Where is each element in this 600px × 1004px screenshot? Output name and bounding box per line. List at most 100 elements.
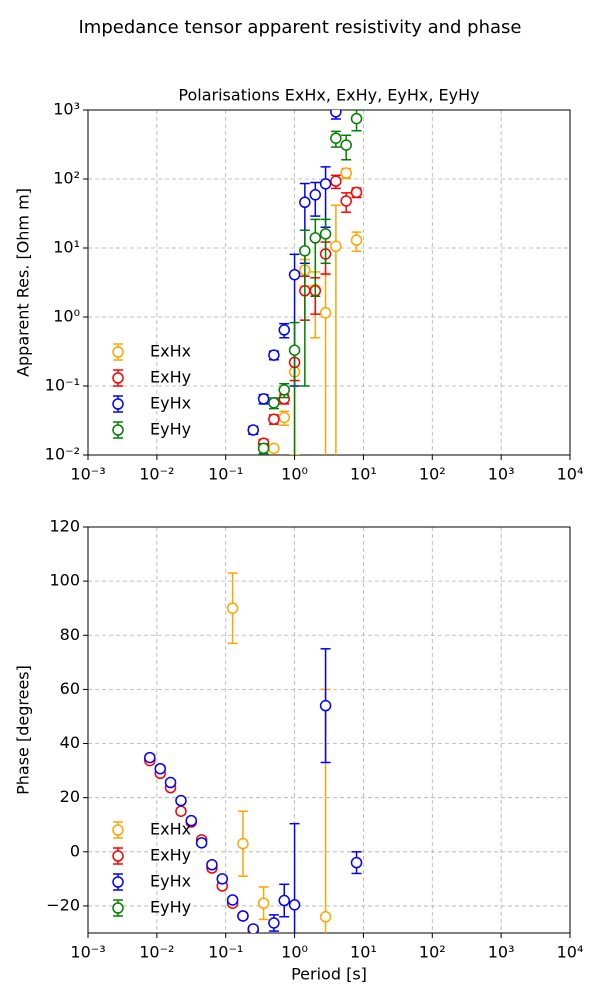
marker <box>350 112 363 125</box>
marker <box>185 814 198 827</box>
y-tick-label: 80 <box>60 625 80 644</box>
legend-entry: ExHy <box>112 368 191 387</box>
error-bar <box>310 218 321 297</box>
x-axis-label: Period [s] <box>291 965 367 984</box>
x-tick-label: 10⁻² <box>139 943 174 962</box>
legend-label: EyHx <box>150 872 191 891</box>
x-tick-label: 10⁰ <box>281 943 308 962</box>
y-axis-label: Phase [degrees] <box>14 665 33 795</box>
legend-entry: EyHx <box>112 394 191 413</box>
marker <box>278 324 290 336</box>
plot-area <box>144 572 363 933</box>
marker <box>319 307 332 319</box>
y-tick-label: 20 <box>60 787 80 806</box>
legend-marker <box>112 876 124 888</box>
plot-area <box>247 110 363 455</box>
marker <box>319 178 332 190</box>
error-bar <box>320 218 331 265</box>
y-tick-label: −20 <box>46 895 80 914</box>
marker <box>144 751 156 764</box>
marker <box>268 413 280 425</box>
legend-label: ExHy <box>150 368 191 387</box>
marker <box>278 894 290 907</box>
marker <box>309 189 322 201</box>
figure-title: Impedance tensor apparent resistivity an… <box>78 17 521 38</box>
x-tick-label: 10³ <box>488 943 515 962</box>
axes-title: Polarisations ExHx, ExHy, EyHx, EyHy <box>178 86 479 105</box>
marker <box>319 228 332 240</box>
marker <box>247 424 259 436</box>
legend-label: EyHx <box>150 394 191 413</box>
marker <box>340 139 352 151</box>
marker <box>340 167 352 179</box>
x-tick-label: 10⁻¹ <box>208 943 243 962</box>
marker <box>237 910 249 922</box>
axes-frame <box>87 526 571 934</box>
marker <box>154 762 166 775</box>
marker <box>257 442 270 455</box>
y-tick-label: 10⁻² <box>45 445 80 464</box>
marker <box>268 349 280 361</box>
legend-label: ExHy <box>150 846 191 865</box>
marker <box>268 917 280 929</box>
x-tick-label: 10² <box>419 465 446 484</box>
x-tick-label: 10⁴ <box>557 465 584 484</box>
legend-entry: EyHx <box>112 872 191 891</box>
marker <box>226 894 239 906</box>
marker <box>309 232 322 244</box>
marker <box>237 837 249 850</box>
marker <box>330 240 342 253</box>
y-axis-label: Apparent Res. [Ohm m] <box>14 188 33 377</box>
y-tick-label: 60 <box>60 679 80 698</box>
y-tick-label: 40 <box>60 733 80 752</box>
legend-marker <box>112 372 124 384</box>
marker <box>288 268 301 281</box>
marker <box>268 442 280 455</box>
axes: 10⁻³ 10⁻² 10⁻¹ 10⁰ 10¹ 10² 10³ 10⁴ −20 0 20 40 60 80 1… <box>14 517 584 984</box>
legend-marker <box>112 398 124 410</box>
error-bar <box>320 166 331 228</box>
marker <box>299 196 311 209</box>
y-tick-label: 120 <box>49 517 80 536</box>
marker <box>278 384 290 396</box>
marker <box>350 186 363 199</box>
x-tick-label: 10³ <box>488 465 515 484</box>
legend-entry: ExHy <box>112 846 191 865</box>
marker <box>216 873 229 885</box>
marker <box>195 837 208 849</box>
y-tick-label: 10⁻¹ <box>45 376 80 395</box>
legend-marker <box>112 824 124 836</box>
marker <box>299 245 311 257</box>
legend-label: EyHy <box>150 420 191 439</box>
marker <box>175 794 187 807</box>
legend-entry: EyHy <box>112 420 191 439</box>
legend-marker <box>112 902 124 914</box>
marker <box>319 911 332 923</box>
y-tick-label: 10³ <box>53 100 80 119</box>
x-tick-label: 10⁻² <box>139 465 174 484</box>
marker <box>175 805 187 817</box>
x-tick-label: 10⁻³ <box>70 943 105 962</box>
marker <box>206 859 218 871</box>
y-tick-label: 10² <box>53 169 80 188</box>
legend-label: ExHx <box>150 342 191 361</box>
marker <box>278 411 290 424</box>
marker <box>164 776 177 789</box>
marker <box>350 856 363 869</box>
marker <box>268 397 280 409</box>
marker <box>330 110 342 118</box>
legend-marker <box>112 850 124 862</box>
axes-frame <box>87 109 571 456</box>
marker <box>288 899 301 911</box>
legend-entry: EyHy <box>112 898 191 917</box>
x-tick-label: 10¹ <box>350 465 377 484</box>
legend-entry: ExHx <box>112 820 191 839</box>
y-tick-label: 10¹ <box>53 238 80 257</box>
error-bar <box>330 204 341 455</box>
x-tick-label: 10⁰ <box>281 465 308 484</box>
marker <box>340 195 352 207</box>
marker <box>319 699 332 712</box>
x-tick-label: 10⁻¹ <box>208 465 243 484</box>
y-tick-label: 0 <box>70 841 80 860</box>
